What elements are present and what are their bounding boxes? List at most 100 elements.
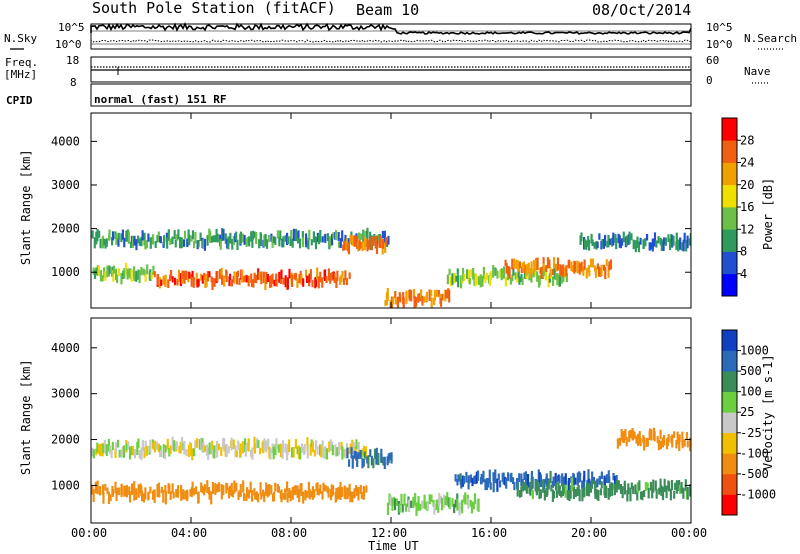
freq-tick-bottom: 8 xyxy=(70,76,77,89)
power-cell-0-27 xyxy=(133,235,136,246)
velocity-cell-0-126 xyxy=(288,439,291,452)
freq-tick-top: 18 xyxy=(66,54,79,67)
velocity-cell-1-50 xyxy=(169,491,172,500)
power-cell-5-7 xyxy=(457,274,460,288)
power-colorbar-swatch-0 xyxy=(722,273,737,297)
velocity-cell-4-29 xyxy=(499,480,502,488)
velocity-cell-4-44 xyxy=(523,472,526,480)
velocity-cell-1-123 xyxy=(284,488,287,500)
velocity-cell-1-32 xyxy=(141,490,144,502)
velocity-cell-5-82 xyxy=(644,481,647,491)
velocity-cell-2-8 xyxy=(359,450,362,459)
velocity-cell-1-36 xyxy=(147,492,150,500)
velocity-cell-4-102 xyxy=(614,475,617,490)
power-cell-2-112 xyxy=(329,272,332,284)
power-cell-0-189 xyxy=(387,235,390,245)
velocity-cell-1-76 xyxy=(210,491,213,505)
power-cell-0-31 xyxy=(140,236,143,247)
velocity-cell-0-92 xyxy=(235,450,238,458)
power-cell-7-7 xyxy=(590,233,593,244)
power-cell-5-0 xyxy=(446,274,449,285)
power-cell-5-15 xyxy=(470,269,473,277)
velocity-cell-1-44 xyxy=(160,486,163,494)
power-cell-6-19 xyxy=(533,261,536,273)
velocity-cell-0-34 xyxy=(144,440,147,454)
power-cell-7-59 xyxy=(671,234,674,248)
velocity-cell-4-65 xyxy=(555,475,558,484)
velocity-cell-4-88 xyxy=(591,471,594,484)
power-cell-2-48 xyxy=(229,273,232,281)
velocity-cell-1-124 xyxy=(286,481,289,493)
power-cell-7-12 xyxy=(598,233,601,240)
power-cell-5-24 xyxy=(484,275,487,284)
power-cell-0-80 xyxy=(216,233,219,243)
velocity-cell-1-157 xyxy=(337,486,340,500)
power-cell-6-3 xyxy=(508,267,511,279)
velocity-cell-0-164 xyxy=(348,447,351,455)
velocity-cell-5-1 xyxy=(518,490,522,498)
velocity-cell-4-4 xyxy=(460,479,463,489)
velocity-cell-5-11 xyxy=(534,480,537,492)
power-cell-7-6 xyxy=(588,239,591,251)
power-cell-2-85 xyxy=(286,277,289,290)
power-cell-2-88 xyxy=(291,274,294,287)
power-cell-2-118 xyxy=(339,276,342,286)
power-cell-2-49 xyxy=(230,279,234,287)
power-cell-2-63 xyxy=(252,279,255,288)
power-cell-3-12 xyxy=(360,241,363,249)
power-cell-0-156 xyxy=(335,230,338,241)
velocity-cell-0-116 xyxy=(272,446,275,460)
velocity-colorbar-tick-label-7: -1000 xyxy=(740,487,776,501)
velocity-cell-1-162 xyxy=(344,487,347,500)
power-cell-5-37 xyxy=(504,277,507,287)
power-cell-2-29 xyxy=(200,273,203,281)
velocity-cell-4-73 xyxy=(567,478,570,492)
power-cell-2-121 xyxy=(342,278,346,285)
velocity-colorbar-frame xyxy=(721,329,738,516)
power-cell-0-139 xyxy=(308,229,311,241)
velocity-cell-6-5 xyxy=(624,428,627,441)
velocity-cell-4-67 xyxy=(558,475,561,484)
velocity-cell-5-13 xyxy=(537,482,540,492)
power-cell-1-27 xyxy=(133,274,136,281)
velocity-cell-0-81 xyxy=(217,443,220,451)
power-cell-5-41 xyxy=(511,274,514,282)
power-cell-7-67 xyxy=(683,232,686,243)
nsearch-label: N.Search xyxy=(744,32,797,45)
velocity-cell-5-92 xyxy=(660,485,663,496)
velocity-cell-1-59 xyxy=(184,490,187,500)
power-cell-1-17 xyxy=(118,268,121,276)
power-cell-0-104 xyxy=(253,231,257,238)
velocity-cell-3-45 xyxy=(456,498,459,511)
power-cell-6-54 xyxy=(588,269,591,277)
power-cell-7-25 xyxy=(618,235,621,248)
velocity-cell-1-1 xyxy=(92,489,95,502)
velocity-cell-1-138 xyxy=(307,481,310,494)
power-cell-0-60 xyxy=(186,238,189,247)
velocity-colorbar-label: Velocity [m s-1] xyxy=(761,354,775,470)
power-cell-2-56 xyxy=(241,269,244,283)
power-cell-7-39 xyxy=(639,237,642,245)
velocity-cell-2-18 xyxy=(375,455,378,465)
velocity-cell-0-42 xyxy=(157,443,160,453)
power-cell-0-110 xyxy=(263,234,266,247)
power-cell-5-19 xyxy=(476,276,479,285)
power-cell-3-2 xyxy=(345,238,348,251)
power-cell-6-16 xyxy=(528,268,531,279)
power-cell-0-118 xyxy=(276,230,279,239)
velocity-cell-3-55 xyxy=(472,501,475,510)
velocity-cell-0-119 xyxy=(277,444,280,453)
power-cell-6-42 xyxy=(570,261,573,272)
power-cell-0-88 xyxy=(229,232,232,244)
velocity-cell-5-17 xyxy=(543,489,546,501)
power-cell-0-46 xyxy=(163,235,166,246)
velocity-cell-0-143 xyxy=(315,440,318,450)
power-cell-0-138 xyxy=(307,237,310,250)
velocity-cell-0-158 xyxy=(338,442,341,456)
power-cell-0-30 xyxy=(138,238,141,246)
power-cell-7-11 xyxy=(596,241,599,249)
power-cell-6-53 xyxy=(587,265,590,273)
velocity-cell-5-64 xyxy=(616,480,619,489)
velocity-cell-6-19 xyxy=(646,437,649,447)
velocity-cell-5-76 xyxy=(636,490,639,501)
